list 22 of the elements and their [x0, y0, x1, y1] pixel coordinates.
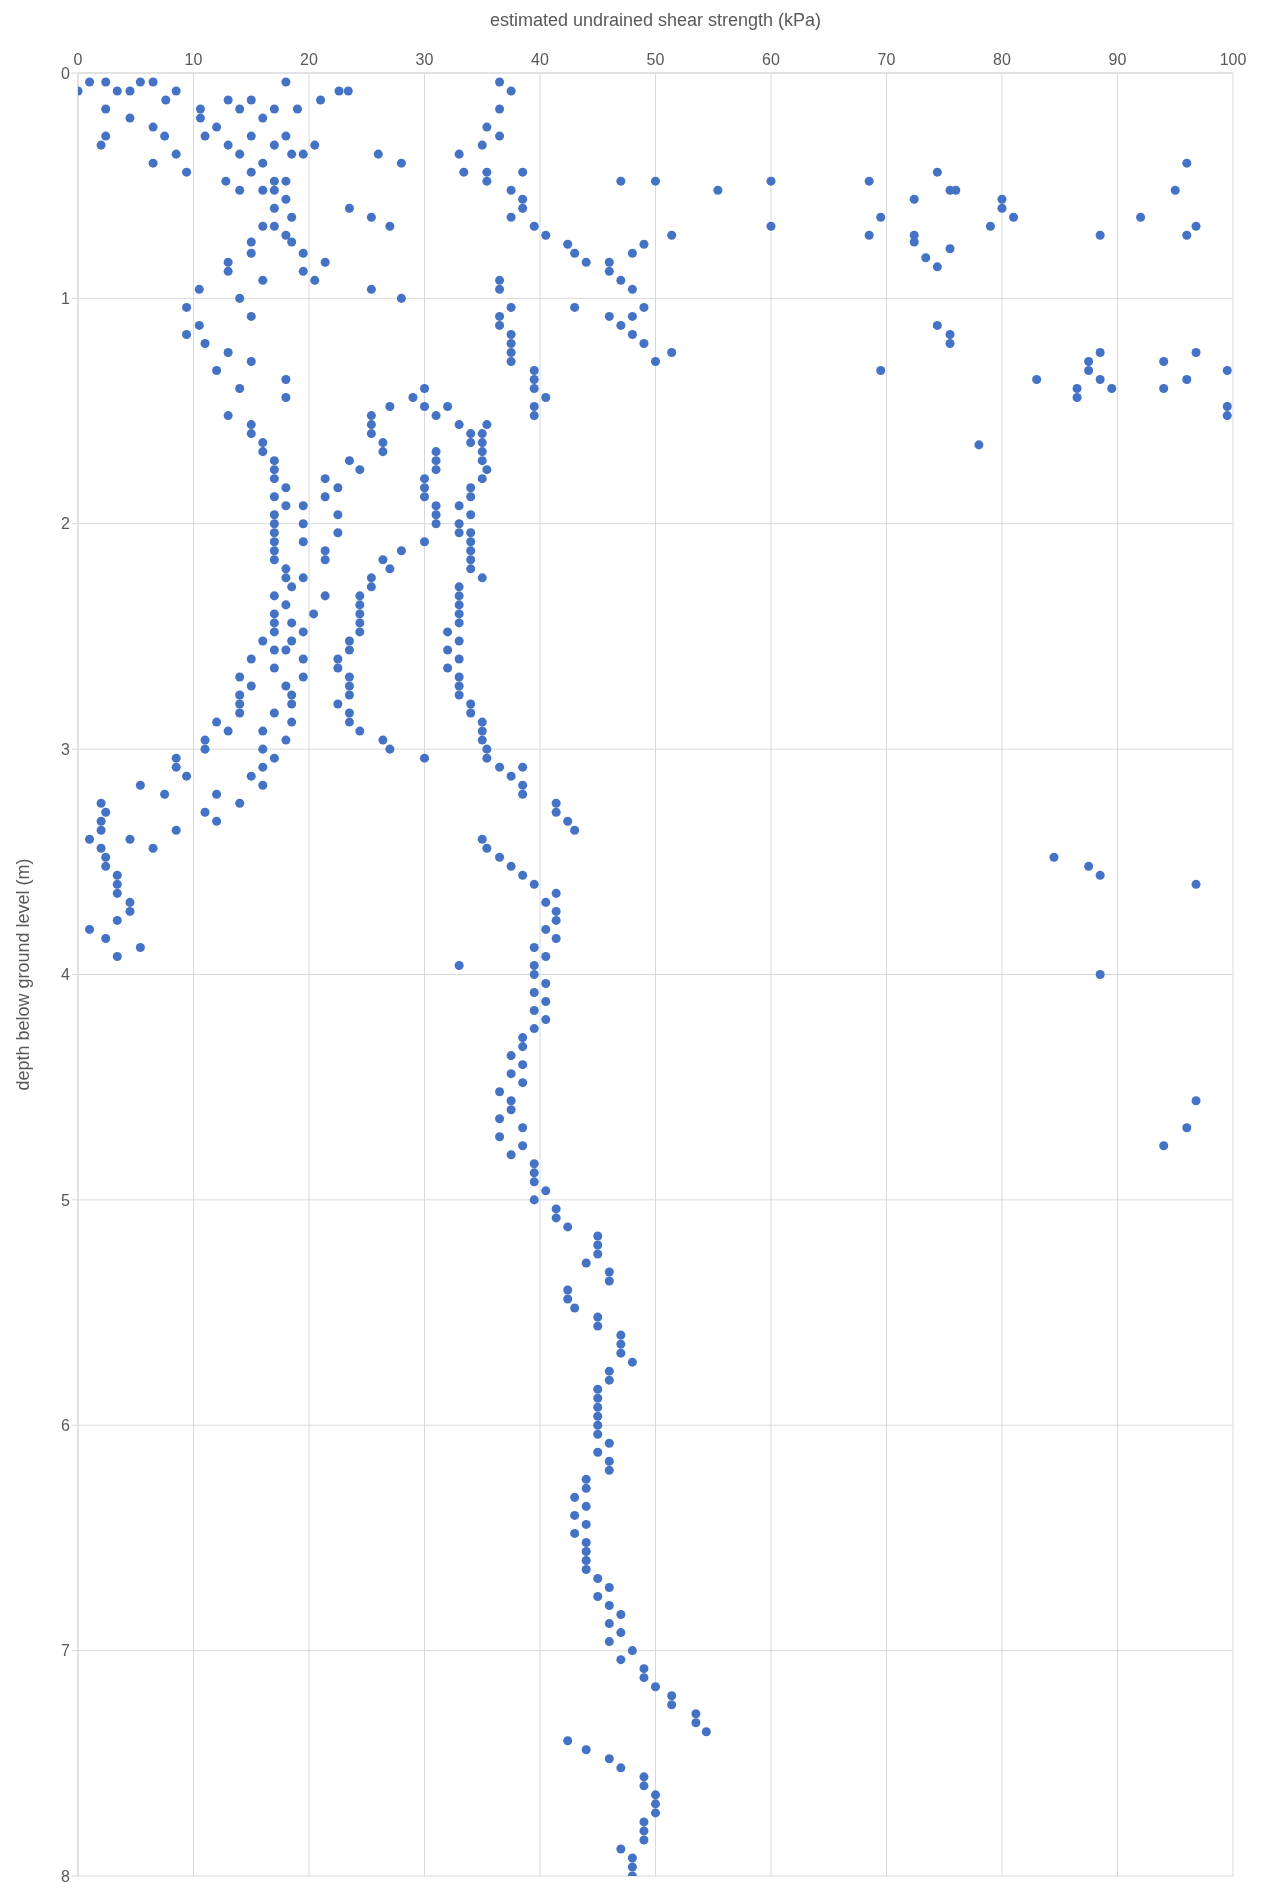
x-tick-label: 0 — [73, 51, 83, 68]
x-tick-label: 90 — [1108, 51, 1127, 68]
x-tick-label: 30 — [415, 51, 434, 68]
x-tick-label: 50 — [646, 51, 665, 68]
y-tick-label: 2 — [61, 515, 71, 533]
y-tick-label: 1 — [61, 290, 71, 308]
y-tick-label: 7 — [61, 1642, 71, 1660]
x-tick-label: 20 — [300, 51, 318, 68]
x-tick-label: 80 — [993, 51, 1011, 68]
x-axis-title: estimated undrained shear strength (kPa) — [489, 9, 822, 30]
x-tick-label: 40 — [531, 51, 549, 68]
y-tick-label: 3 — [61, 740, 71, 758]
x-tick-label: 70 — [877, 51, 896, 68]
y-tick-label: 5 — [61, 1191, 71, 1209]
x-tick-label: 60 — [762, 51, 780, 68]
y-tick-label: 8 — [61, 1867, 71, 1885]
y-tick-label: 4 — [61, 966, 71, 984]
x-tick-label: 100 — [1219, 51, 1247, 68]
x-tick-label: 10 — [184, 51, 203, 68]
y-tick-label: 6 — [61, 1416, 71, 1434]
y-tick-label: 0 — [61, 64, 71, 82]
y-axis-title: depth below ground level (m) — [13, 858, 34, 1091]
